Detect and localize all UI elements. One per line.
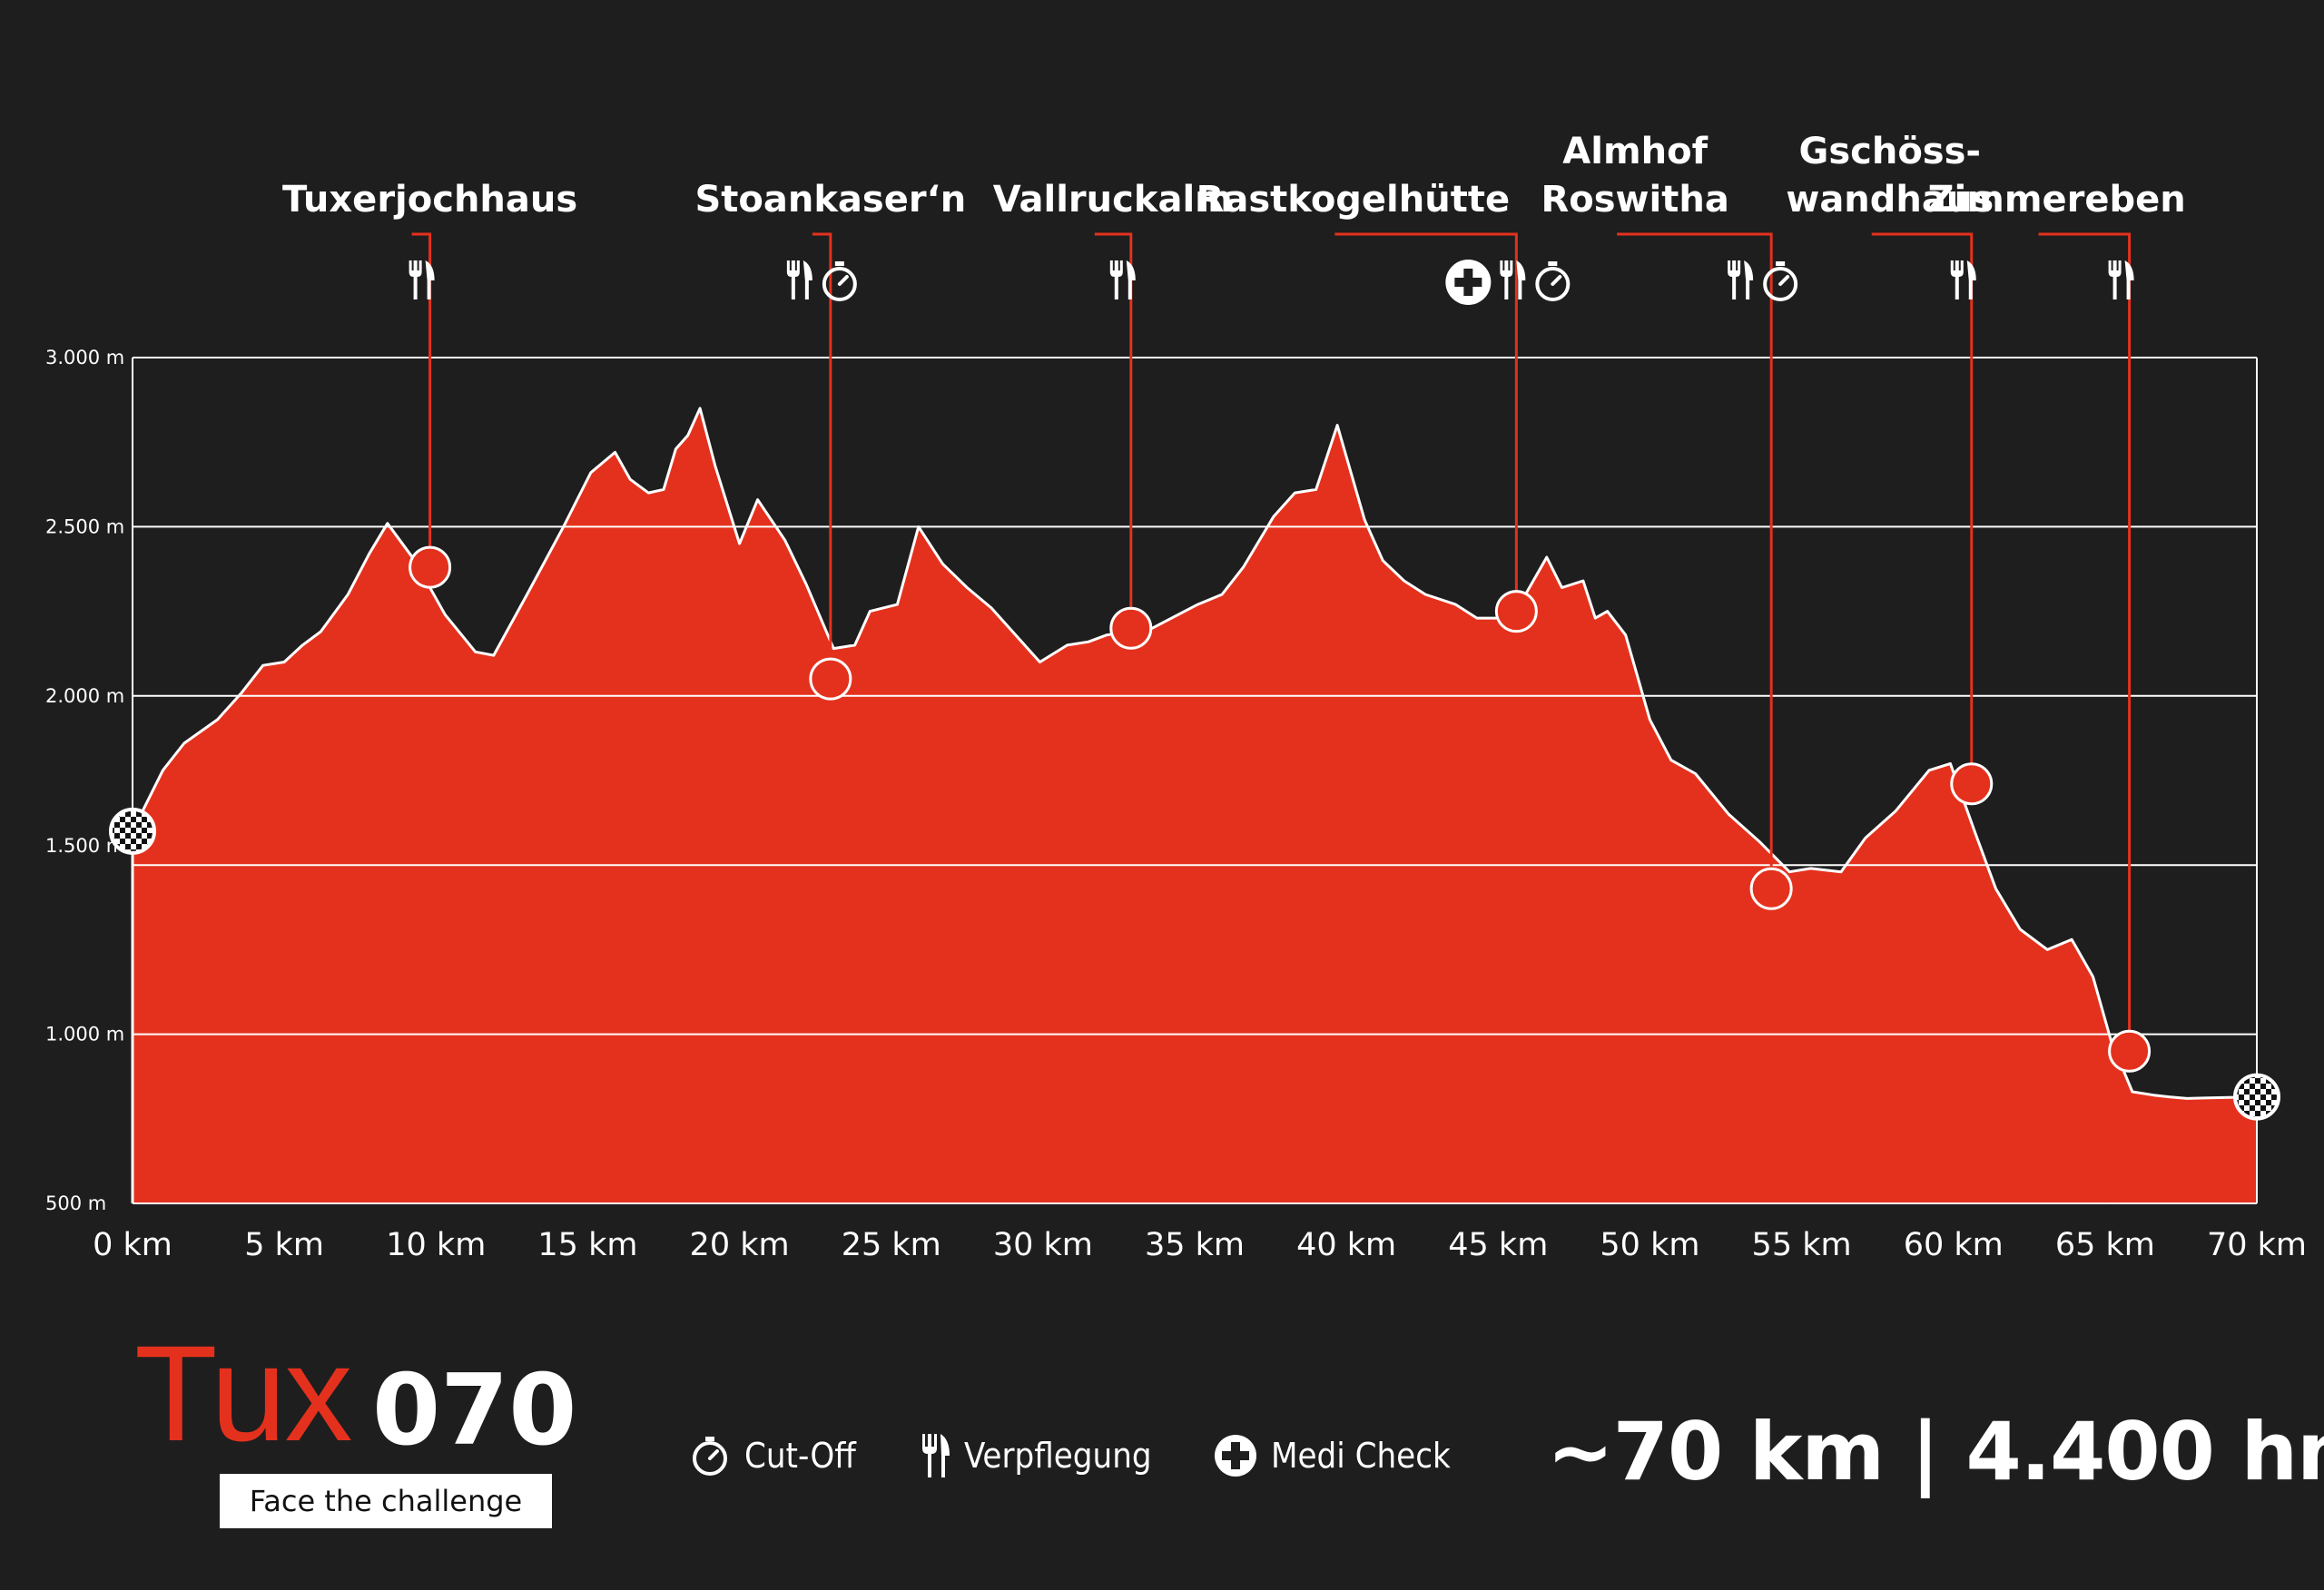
legend-cutoff-label: Cut-Off — [744, 1436, 856, 1476]
legend-medical-label: Medi Check — [1271, 1436, 1451, 1476]
x-tick-label: 10 km — [386, 1227, 486, 1263]
medical-cross-icon — [1215, 1435, 1256, 1477]
checkered-flag-icon — [2233, 1073, 2280, 1121]
x-tick-label: 20 km — [690, 1227, 790, 1263]
station-leader-line — [1094, 232, 1133, 609]
fork-knife-icon — [409, 260, 435, 299]
station-name-label: Zimmereben — [1927, 179, 2185, 221]
x-tick-label: 40 km — [1296, 1227, 1396, 1263]
fork-knife-icon — [1109, 260, 1136, 299]
stopwatch-icon — [1535, 261, 1571, 301]
race-summary: ~70 km | 4.400 hm — [1547, 1405, 2324, 1498]
elevation-line — [131, 407, 2258, 1203]
stopwatch-icon — [822, 261, 857, 301]
stopwatch-icon — [693, 1437, 727, 1476]
legend-medical: Medi Check — [1213, 1428, 1451, 1483]
medical-cross-icon — [1445, 260, 1492, 305]
tagline-box: Face the challenge — [220, 1474, 552, 1528]
fork-knife-icon — [1728, 260, 1754, 299]
legend-food: Verpflegung — [921, 1428, 1152, 1483]
logo-tux-text: Tux — [134, 1317, 352, 1469]
station-name-label: Gschöss- — [1799, 131, 1982, 172]
x-tick-label: 5 km — [244, 1227, 324, 1263]
x-tick-label: 35 km — [1145, 1227, 1245, 1263]
x-tick-label: 50 km — [1600, 1227, 1699, 1263]
x-tick-label: 0 km — [93, 1227, 172, 1263]
station-leader-line — [1617, 232, 1773, 869]
station-name-label: Rastkogelhütte — [1196, 179, 1511, 221]
stopwatch-icon — [1763, 261, 1798, 301]
station-name-label: Vallruckalm — [993, 179, 1233, 221]
station-leader-line — [2038, 232, 2132, 1032]
station-name-label: wandhaus — [1786, 179, 1994, 221]
fork-knife-icon — [1950, 260, 1976, 299]
x-tick-label: 65 km — [2055, 1227, 2155, 1263]
station-name-label: Tuxerjochhaus — [282, 179, 577, 221]
station-marker — [1494, 590, 1538, 633]
station-marker — [2108, 1029, 2152, 1073]
station-marker — [1950, 762, 1994, 806]
station-marker — [409, 545, 452, 589]
elevation-area — [133, 407, 2257, 1203]
station-name-label: Stoankaser‘n — [694, 179, 966, 221]
fork-knife-icon — [2108, 260, 2134, 299]
checkered-flag-icon — [109, 807, 156, 855]
station-name-label: Roswitha — [1541, 179, 1728, 221]
y-tick-label: 3.000 m — [45, 347, 124, 368]
fork-knife-icon — [922, 1434, 950, 1477]
station-leader-line — [1334, 232, 1518, 592]
x-tick-label: 25 km — [842, 1227, 941, 1263]
legend-cutoff: Cut-Off — [688, 1428, 856, 1483]
y-tick-label: 2.500 m — [45, 515, 124, 537]
x-tick-label: 60 km — [1904, 1227, 2004, 1263]
logo-number-text: 070 — [372, 1354, 577, 1467]
station-marker — [1109, 606, 1153, 650]
x-tick-label: 70 km — [2207, 1227, 2307, 1263]
station-marker — [1749, 867, 1793, 910]
station-leader-line — [812, 232, 832, 660]
x-tick-label: 15 km — [537, 1227, 637, 1263]
station-leader-line — [1871, 232, 1974, 764]
fork-knife-icon — [1500, 260, 1526, 299]
station-marker — [809, 657, 852, 701]
fork-knife-icon — [786, 260, 812, 299]
y-tick-label: 500 m — [45, 1192, 106, 1214]
y-tick-label: 1.000 m — [45, 1024, 124, 1045]
x-tick-label: 55 km — [1752, 1227, 1852, 1263]
station-name-label: Almhof — [1562, 131, 1708, 172]
station-leader-line — [411, 232, 432, 548]
legend-food-label: Verpflegung — [964, 1436, 1152, 1476]
x-tick-label: 45 km — [1448, 1227, 1548, 1263]
y-tick-label: 2.000 m — [45, 685, 124, 707]
x-tick-label: 30 km — [993, 1227, 1093, 1263]
